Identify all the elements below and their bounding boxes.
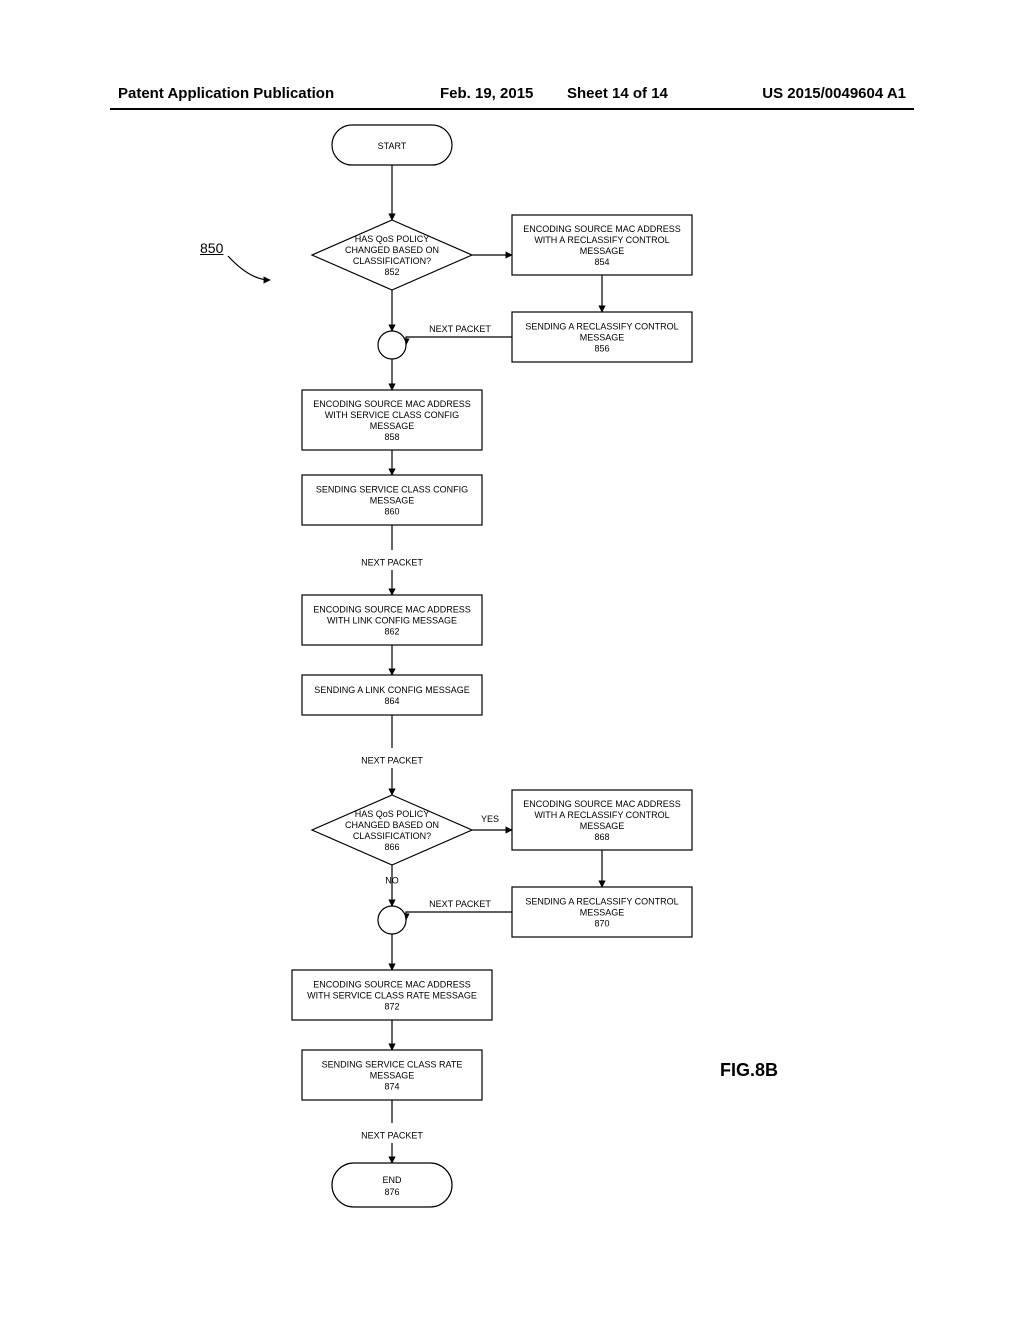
svg-text:856: 856 [594,344,609,354]
svg-text:866: 866 [384,842,399,852]
svg-text:MESSAGE: MESSAGE [370,496,415,506]
svg-text:END: END [382,1175,402,1185]
svg-text:MESSAGE: MESSAGE [580,246,625,256]
svg-text:ENCODING SOURCE MAC ADDRESS: ENCODING SOURCE MAC ADDRESS [313,399,471,409]
svg-text:WITH A RECLASSIFY CONTROL: WITH A RECLASSIFY CONTROL [534,810,669,820]
svg-text:870: 870 [594,919,609,929]
svg-text:CHANGED BASED ON: CHANGED BASED ON [345,245,439,255]
svg-text:YES: YES [481,814,499,824]
svg-text:SENDING A LINK CONFIG MESSAGE: SENDING A LINK CONFIG MESSAGE [314,685,470,695]
svg-text:CHANGED BASED ON: CHANGED BASED ON [345,820,439,830]
svg-text:SENDING SERVICE CLASS CONFIG: SENDING SERVICE CLASS CONFIG [316,485,468,495]
svg-text:NEXT PACKET: NEXT PACKET [361,756,423,766]
svg-text:862: 862 [384,627,399,637]
svg-text:874: 874 [384,1082,399,1092]
svg-text:HAS QoS POLICY: HAS QoS POLICY [355,809,430,819]
svg-text:MESSAGE: MESSAGE [580,908,625,918]
svg-text:ENCODING SOURCE MAC ADDRESS: ENCODING SOURCE MAC ADDRESS [313,980,471,990]
svg-text:HAS QoS POLICY: HAS QoS POLICY [355,234,430,244]
svg-text:SENDING A RECLASSIFY CONTROL: SENDING A RECLASSIFY CONTROL [525,322,678,332]
svg-text:876: 876 [384,1187,399,1197]
svg-text:WITH SERVICE CLASS RATE MESSAG: WITH SERVICE CLASS RATE MESSAGE [307,991,477,1001]
svg-text:START: START [378,141,407,151]
svg-text:NEXT PACKET: NEXT PACKET [361,1131,423,1141]
svg-text:858: 858 [384,432,399,442]
svg-text:CLASSIFICATION?: CLASSIFICATION? [353,256,431,266]
flowchart-svg: YESNEXT PACKETYESNEXT PACKETSTARTHAS QoS… [0,0,1024,1320]
svg-text:SENDING A RECLASSIFY CONTROL: SENDING A RECLASSIFY CONTROL [525,897,678,907]
svg-text:ENCODING SOURCE MAC ADDRESS: ENCODING SOURCE MAC ADDRESS [313,605,471,615]
svg-text:872: 872 [384,1002,399,1012]
svg-text:NEXT PACKET: NEXT PACKET [361,558,423,568]
svg-text:NO: NO [385,876,399,886]
svg-text:868: 868 [594,832,609,842]
svg-text:WITH A RECLASSIFY CONTROL: WITH A RECLASSIFY CONTROL [534,235,669,245]
svg-text:NEXT PACKET: NEXT PACKET [429,324,491,334]
svg-text:WITH SERVICE CLASS CONFIG: WITH SERVICE CLASS CONFIG [325,410,459,420]
svg-text:864: 864 [384,696,399,706]
svg-text:WITH LINK CONFIG MESSAGE: WITH LINK CONFIG MESSAGE [327,616,457,626]
svg-text:854: 854 [594,257,609,267]
svg-text:NEXT PACKET: NEXT PACKET [429,899,491,909]
svg-text:SENDING SERVICE CLASS RATE: SENDING SERVICE CLASS RATE [322,1060,463,1070]
svg-text:CLASSIFICATION?: CLASSIFICATION? [353,831,431,841]
svg-text:MESSAGE: MESSAGE [580,333,625,343]
svg-text:ENCODING SOURCE MAC ADDRESS: ENCODING SOURCE MAC ADDRESS [523,799,681,809]
svg-text:MESSAGE: MESSAGE [580,821,625,831]
svg-text:860: 860 [384,507,399,517]
svg-text:ENCODING SOURCE MAC ADDRESS: ENCODING SOURCE MAC ADDRESS [523,224,681,234]
svg-text:852: 852 [384,267,399,277]
svg-text:MESSAGE: MESSAGE [370,421,415,431]
svg-text:MESSAGE: MESSAGE [370,1071,415,1081]
